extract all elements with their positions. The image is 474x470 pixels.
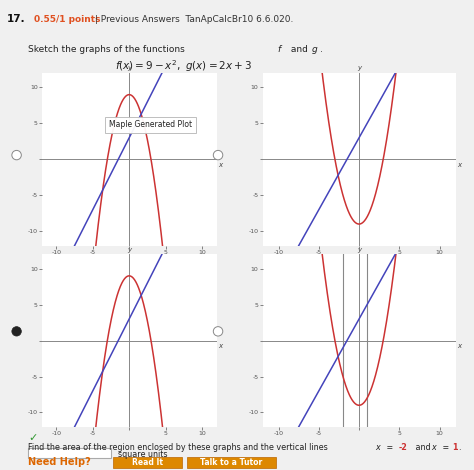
Text: Need Help?: Need Help? xyxy=(28,457,91,467)
FancyBboxPatch shape xyxy=(187,457,276,468)
Text: =: = xyxy=(384,443,396,452)
Text: x: x xyxy=(218,344,222,349)
Text: ✓: ✓ xyxy=(28,433,37,443)
Text: .: . xyxy=(320,45,323,54)
Text: Read It: Read It xyxy=(132,458,163,467)
Text: -2: -2 xyxy=(398,443,407,452)
Text: y: y xyxy=(127,247,131,252)
Text: .: . xyxy=(458,443,460,452)
Text: and: and xyxy=(288,45,311,54)
Text: g: g xyxy=(312,45,318,54)
FancyBboxPatch shape xyxy=(113,457,182,468)
Text: 17.: 17. xyxy=(7,14,26,24)
Text: x: x xyxy=(218,162,222,168)
Text: | Previous Answers  TanApCalcBr10 6.6.020.: | Previous Answers TanApCalcBr10 6.6.020… xyxy=(92,15,294,24)
Text: f: f xyxy=(277,45,280,54)
Text: $f(x) = 9 - x^2,\ g(x) = 2x + 3$: $f(x) = 9 - x^2,\ g(x) = 2x + 3$ xyxy=(115,58,252,74)
Text: Sketch the graphs of the functions: Sketch the graphs of the functions xyxy=(28,45,188,54)
Text: y: y xyxy=(357,247,361,252)
Text: x: x xyxy=(457,344,462,349)
Text: Maple Generated Plot: Maple Generated Plot xyxy=(109,120,191,129)
Text: x: x xyxy=(457,162,462,168)
Text: square units: square units xyxy=(118,449,167,459)
Text: Talk to a Tutor: Talk to a Tutor xyxy=(200,458,263,467)
Text: and: and xyxy=(413,443,433,452)
FancyBboxPatch shape xyxy=(28,447,111,458)
Text: 1: 1 xyxy=(452,443,457,452)
Text: x: x xyxy=(375,443,380,452)
Text: y: y xyxy=(127,65,131,71)
Text: y: y xyxy=(357,65,361,71)
Text: Find the area of the region enclosed by these graphs and the vertical lines: Find the area of the region enclosed by … xyxy=(28,443,330,452)
Text: x: x xyxy=(432,443,437,452)
Text: 0.55/1 points: 0.55/1 points xyxy=(34,15,100,24)
Text: =: = xyxy=(440,443,452,452)
